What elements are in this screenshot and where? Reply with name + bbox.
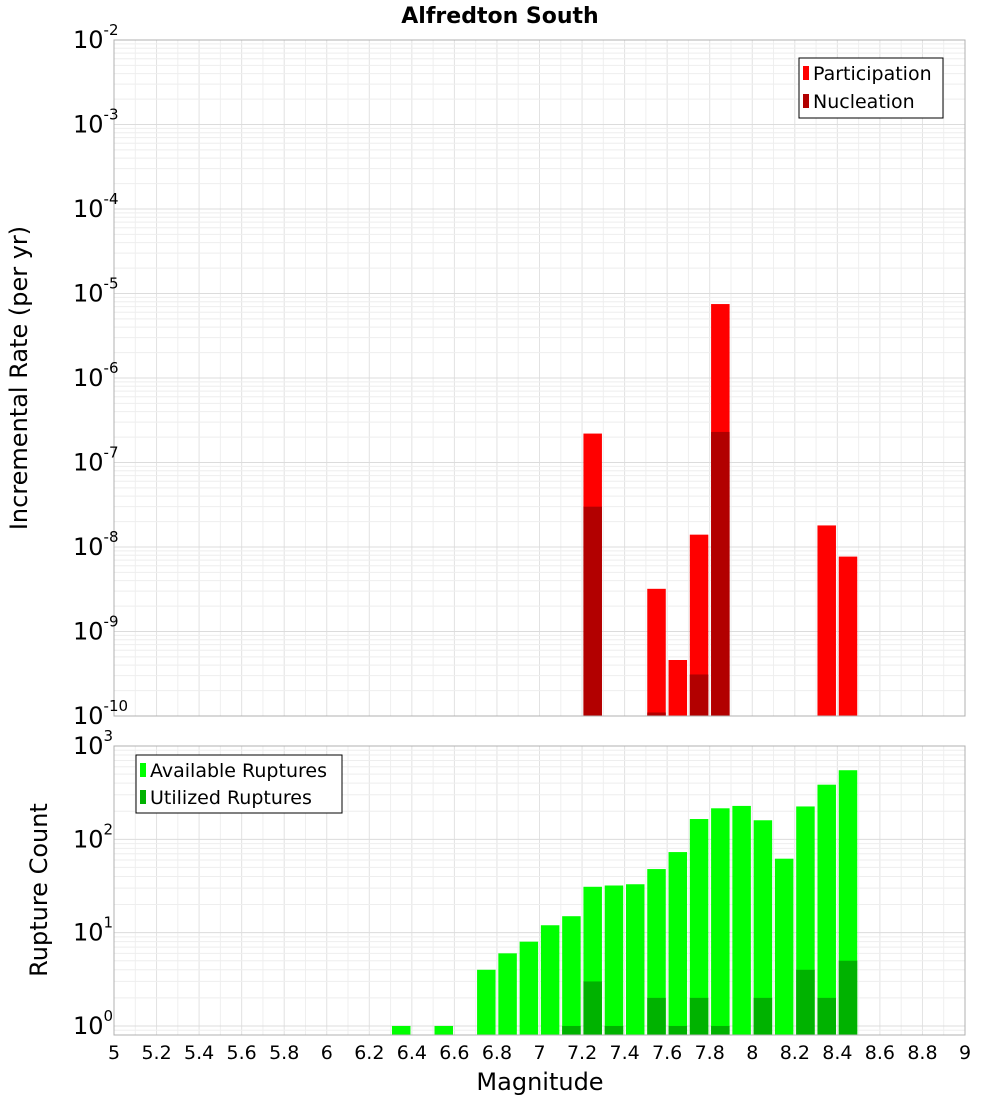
legend-label-utilized: Utilized Ruptures	[150, 787, 312, 809]
bottom-y-tick-label: 103	[73, 727, 113, 760]
x-tick-label: 6	[321, 1042, 333, 1064]
bottom-bar-series-2	[689, 997, 709, 1035]
top-y-tick-label: 10-2	[73, 21, 119, 54]
bottom-legend: Available Ruptures Utilized Ruptures	[135, 754, 343, 814]
bottom-bar-series-1	[477, 969, 496, 1035]
bottom-bar-series-1	[711, 808, 730, 1035]
x-tick-label: 6.4	[397, 1042, 427, 1064]
top-bar-series-1	[838, 556, 858, 716]
bottom-bars	[391, 770, 858, 1035]
bottom-bar-series-2	[562, 1025, 581, 1035]
bottom-bar-series-2	[583, 981, 602, 1035]
x-ticks: 5 5.2 5.4 5.6 5.8 6 6.2 6.4 6.6 6.8 7 7.2 7.4 7.6 7.8 8…	[108, 1042, 971, 1064]
legend-label-participation: Participation	[813, 63, 932, 85]
top-bar-series-2	[689, 674, 709, 716]
bottom-bar-series-1	[774, 858, 794, 1035]
top-grid	[114, 40, 965, 716]
x-tick-label: 5.6	[227, 1042, 257, 1064]
legend-label-available: Available Ruptures	[150, 760, 327, 782]
x-tick-label: 6.8	[482, 1042, 512, 1064]
bottom-bar-series-1	[625, 884, 645, 1035]
legend-label-nucleation: Nucleation	[813, 91, 915, 113]
x-tick-label: 7	[533, 1042, 545, 1064]
bottom-bar-series-1	[689, 819, 709, 1035]
top-y-tick-label: 10-9	[73, 613, 119, 646]
bottom-legend-box	[135, 754, 343, 814]
x-tick-label: 8.6	[865, 1042, 895, 1064]
x-tick-label: 5	[108, 1042, 120, 1064]
top-y-tick-label: 10-5	[73, 275, 119, 308]
legend-swatch-utilized	[140, 790, 146, 804]
top-bar-series-2	[711, 431, 730, 716]
x-tick-label: 5.8	[269, 1042, 299, 1064]
top-y-ticks: 10-10 10-9 10-8 10-7 10-6 10-5 10-4 10-3 10-2	[73, 21, 128, 730]
x-axis-title: Magnitude	[476, 1068, 603, 1096]
bottom-bar-series-1	[753, 820, 773, 1035]
bottom-bar-series-2	[604, 1025, 624, 1035]
top-legend-box	[798, 57, 944, 119]
top-bar-series-2	[647, 712, 666, 716]
x-tick-label: 6.2	[354, 1042, 384, 1064]
bottom-bar-series-1	[434, 1025, 454, 1035]
top-bars	[583, 304, 858, 716]
x-tick-label: 5.4	[184, 1042, 214, 1064]
bottom-bar-series-1	[391, 1025, 411, 1035]
bottom-y-axis-title: Rupture Count	[25, 803, 53, 977]
x-tick-label: 8.2	[780, 1042, 810, 1064]
top-y-tick-label: 10-6	[73, 359, 119, 392]
top-y-tick-label: 10-10	[73, 697, 128, 730]
bottom-bar-series-2	[668, 1025, 688, 1035]
top-bar-series-1	[668, 659, 688, 716]
x-tick-label: 7.8	[695, 1042, 725, 1064]
bottom-bar-series-1	[498, 953, 517, 1035]
x-tick-label: 6.6	[439, 1042, 469, 1064]
bottom-bar-series-1	[519, 941, 539, 1035]
x-tick-label: 7.2	[567, 1042, 597, 1064]
bottom-y-ticks: 100 101 102 103	[73, 727, 113, 1040]
bottom-plot-frame	[113, 745, 966, 1036]
bottom-bar-series-1	[562, 916, 581, 1035]
bottom-bar-series-1	[817, 784, 836, 1035]
top-bar-series-1	[689, 534, 709, 716]
top-y-tick-label: 10-4	[73, 190, 119, 223]
bottom-bar-series-2	[817, 997, 836, 1035]
bottom-bar-series-1	[647, 869, 666, 1035]
bottom-bar-series-2	[796, 969, 815, 1035]
top-bar-series-1	[647, 588, 666, 716]
legend-swatch-participation	[803, 66, 809, 80]
top-y-tick-label: 10-8	[73, 528, 119, 561]
top-panel: 10-10 10-9 10-8 10-7 10-6 10-5 10-4 10-3 10-2 In…	[5, 21, 966, 730]
chart-title: Alfredton South	[401, 4, 598, 29]
bottom-bar-series-2	[838, 960, 858, 1035]
top-plot-frame	[113, 39, 966, 717]
bottom-y-tick-label: 101	[73, 914, 113, 947]
top-legend: Participation Nucleation	[798, 57, 944, 119]
bottom-bar-series-2	[711, 1025, 730, 1035]
top-bar-series-2	[583, 506, 602, 716]
x-tick-label: 8	[746, 1042, 758, 1064]
x-tick-label: 8.4	[822, 1042, 852, 1064]
bottom-bar-series-1	[604, 885, 624, 1035]
bottom-y-tick-label: 102	[73, 820, 113, 853]
legend-swatch-nucleation	[803, 94, 809, 108]
x-tick-label: 7.4	[609, 1042, 639, 1064]
bottom-bar-series-1	[732, 805, 751, 1035]
x-tick-label: 5.2	[141, 1042, 171, 1064]
top-y-axis-title: Incremental Rate (per yr)	[5, 226, 33, 530]
top-y-tick-label: 10-3	[73, 106, 119, 139]
top-y-tick-label: 10-7	[73, 444, 119, 477]
x-tick-label: 9	[959, 1042, 971, 1064]
bottom-y-tick-label: 100	[73, 1007, 113, 1040]
bottom-bar-series-1	[540, 925, 560, 1035]
top-bar-series-1	[817, 525, 836, 716]
bottom-bar-series-2	[753, 997, 773, 1035]
x-tick-label: 7.6	[652, 1042, 682, 1064]
bottom-bar-series-2	[647, 997, 666, 1035]
bottom-bar-series-1	[668, 852, 688, 1035]
x-tick-label: 8.8	[907, 1042, 937, 1064]
bottom-panel: 100 101 102 103 5 5.2 5.4 5.6 5.8 6 6.2 6.4 6.6 6.8 7…	[25, 727, 971, 1096]
legend-swatch-available	[140, 763, 146, 777]
